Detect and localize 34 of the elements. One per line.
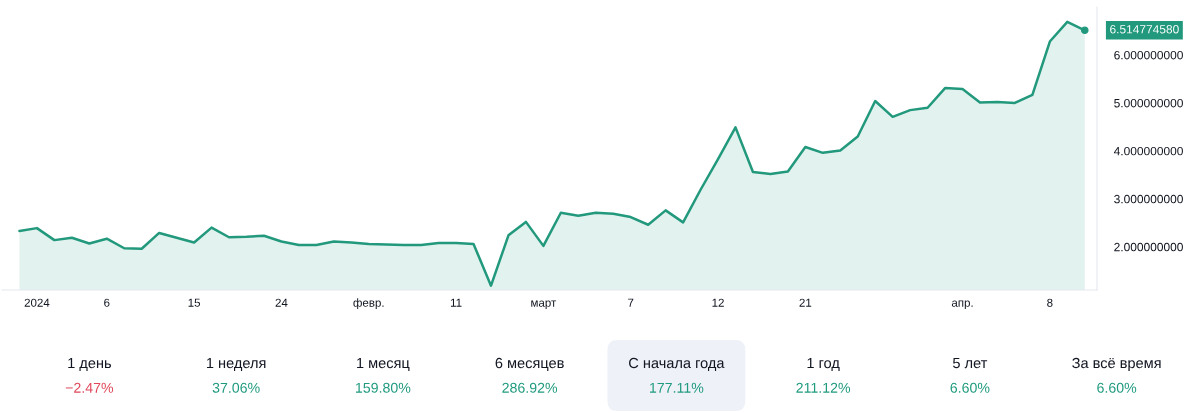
data-label: 6.514774580 xyxy=(1110,25,1179,34)
category-label: 6 месяцев xyxy=(495,357,564,371)
data-label: 177.11% xyxy=(650,382,704,393)
data-label: −2.47% xyxy=(65,382,114,393)
x-tick-label: 7 xyxy=(628,298,634,307)
x-tick-label: март xyxy=(531,300,557,310)
y-tick-label: 5.000000000 xyxy=(1114,98,1183,108)
category-label: 1 неделя xyxy=(206,358,266,371)
y-tick-label: 4.000000000 xyxy=(1113,146,1183,156)
category-label: 5 лет xyxy=(952,358,988,369)
category-label: 1 день xyxy=(68,358,111,371)
x-tick-label: 2024 xyxy=(24,298,50,307)
category-label: 1 год xyxy=(807,358,840,371)
x-tick-label: 11 xyxy=(450,298,462,307)
category-label: С начала года xyxy=(629,357,725,371)
y-tick-label: 3.000000000 xyxy=(1114,194,1183,204)
y-tick-label: 6.000000000 xyxy=(1114,50,1183,60)
data-label: 159.80% xyxy=(355,382,411,393)
data-label: 286.92% xyxy=(502,382,558,393)
x-tick-label: 6 xyxy=(104,298,110,307)
x-tick-label: 12 xyxy=(712,298,724,307)
y-tick-label: 2.000000000 xyxy=(1114,242,1183,252)
category-label: 1 месяц xyxy=(357,358,410,371)
x-tick-label: апр. xyxy=(951,300,973,310)
category-label: За всё время xyxy=(1072,357,1161,372)
x-tick-label: 24 xyxy=(275,298,288,307)
x-tick-label: 15 xyxy=(188,298,201,307)
data-label: 6.60% xyxy=(950,382,990,393)
x-tick-label: февр. xyxy=(353,298,384,310)
data-label: 211.12% xyxy=(796,382,851,393)
x-tick-label: 21 xyxy=(799,298,812,307)
data-label: 37.06% xyxy=(212,382,260,393)
x-tick-label: 8 xyxy=(1047,298,1053,307)
data-label: 6.60% xyxy=(1097,382,1137,393)
